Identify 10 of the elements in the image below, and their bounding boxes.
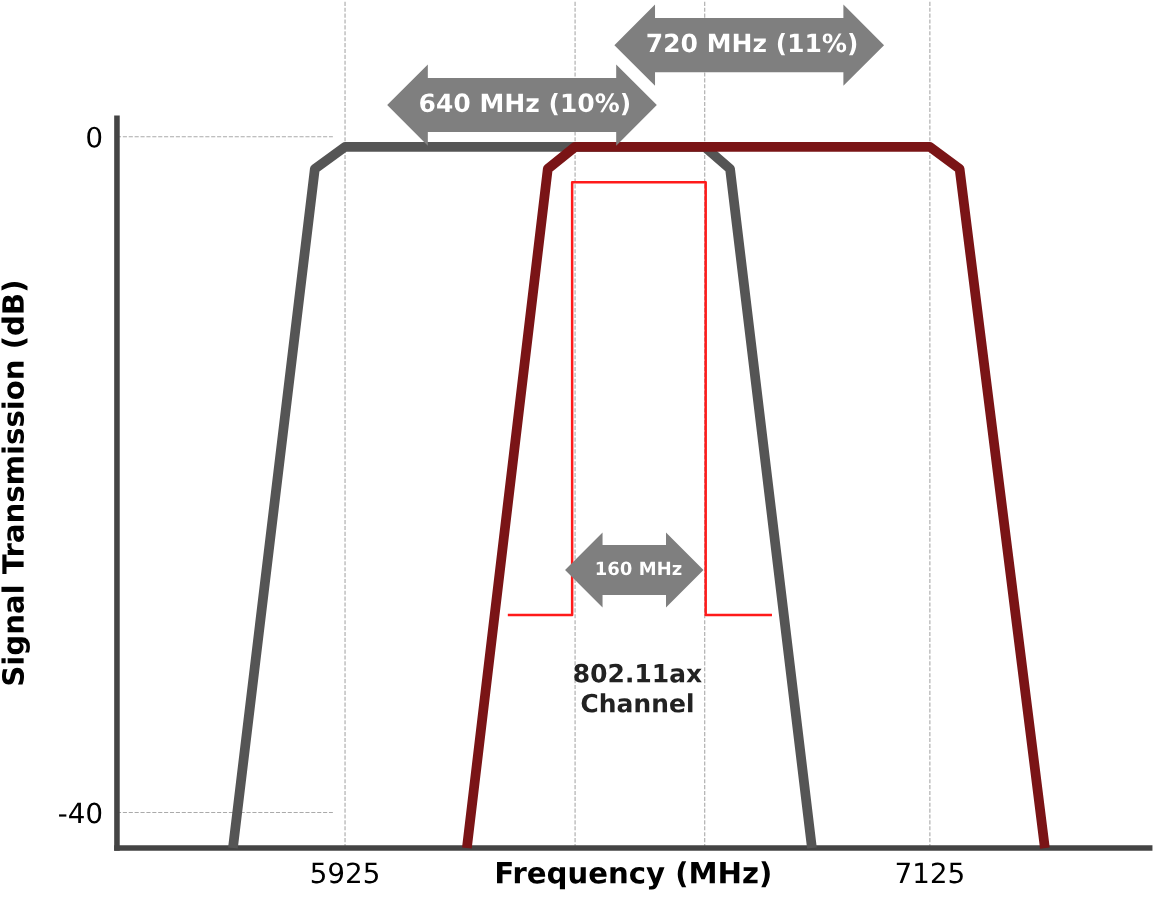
y-axis-title: Signal Transmission (dB) (1, 282, 30, 685)
text: 640 MHz (10%) (420, 92, 630, 116)
annotation: 802.11ax Channel (574, 663, 702, 713)
y-tick-label: 0 (87, 126, 102, 148)
x-axis-title: Frequency (MHz) (497, 861, 770, 890)
text: 720 MHz (11%) (647, 33, 857, 56)
x-tick-label: 5925 (311, 862, 378, 884)
y-tick-label: -40 (59, 802, 102, 824)
x-tick-label: 7125 (896, 862, 963, 884)
annotation: 160 MHz (596, 561, 682, 576)
